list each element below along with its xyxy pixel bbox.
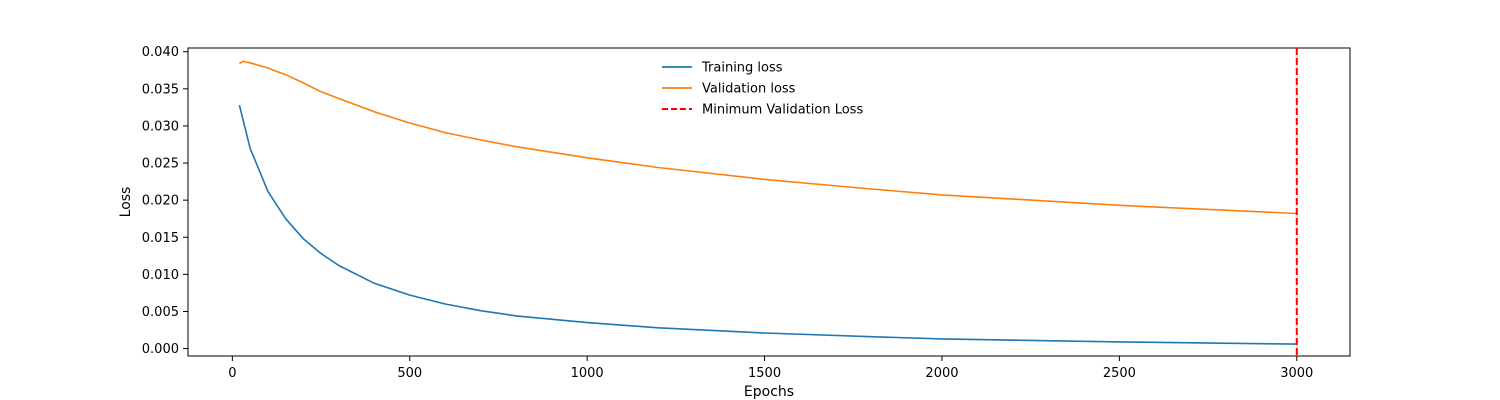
y-tick-label: 0.025 [142, 157, 179, 172]
x-tick-label: 0 [228, 366, 236, 381]
series-line-0 [238, 104, 1297, 345]
legend: Training loss Validation loss Minimum Vali… [662, 61, 863, 118]
y-tick-label: 0.000 [142, 342, 179, 357]
x-tick-label: 1500 [748, 366, 781, 381]
x-axis-label: Epochs [744, 384, 794, 400]
y-tick-label: 0.005 [142, 305, 179, 320]
legend-label: Training loss [701, 61, 783, 76]
x-tick-label: 2000 [925, 366, 958, 381]
y-tick-label: 0.040 [142, 45, 179, 60]
y-axis: 0.000 0.005 0.010 0.015 0.020 0.025 0.030 0.035… [142, 45, 188, 357]
x-tick-label: 500 [397, 366, 422, 381]
x-tick-label: 3000 [1280, 366, 1313, 381]
series-line-1 [238, 60, 1297, 215]
x-tick-label: 1000 [571, 366, 604, 381]
y-axis-label: Loss [118, 187, 134, 218]
x-axis: 0 500 1000 1500 2000 2500 3000 [228, 356, 1313, 381]
y-tick-label: 0.015 [142, 231, 179, 246]
plot-area [187, 47, 1351, 357]
y-tick-label: 0.035 [142, 82, 179, 97]
y-tick-label: 0.020 [142, 194, 179, 209]
legend-label: Validation loss [702, 82, 796, 97]
y-tick-label: 0.010 [142, 268, 179, 283]
y-tick-label: 0.030 [142, 119, 179, 134]
series-layer [238, 60, 1297, 345]
x-tick-label: 2500 [1103, 366, 1136, 381]
legend-label: Minimum Validation Loss [702, 103, 863, 118]
plot-frame [187, 47, 1351, 357]
